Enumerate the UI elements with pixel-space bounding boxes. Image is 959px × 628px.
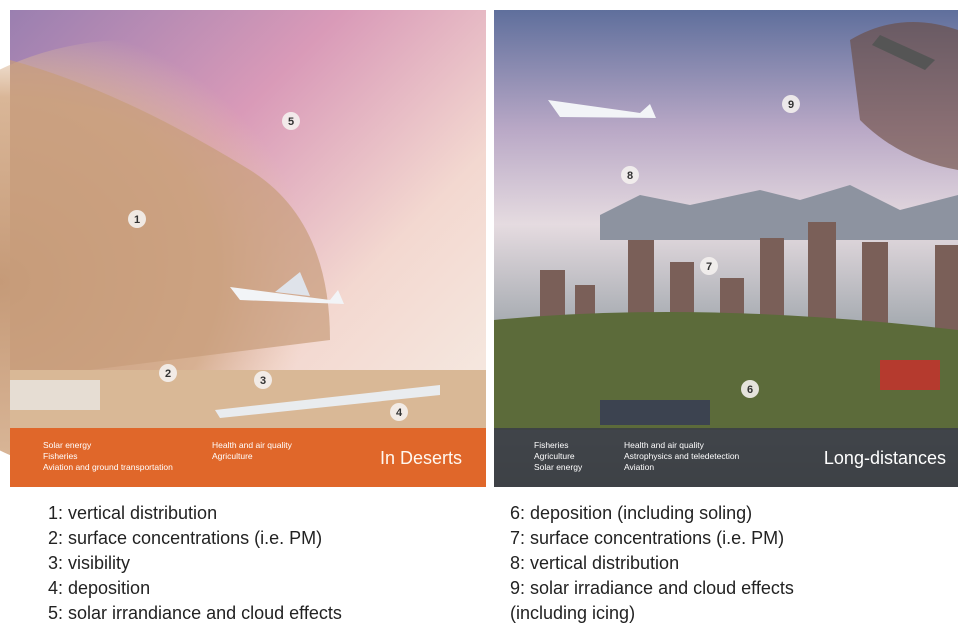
legend-item: (including icing) bbox=[510, 603, 636, 623]
legend-item: 8: vertical distribution bbox=[510, 553, 680, 573]
marker-label: 9 bbox=[788, 99, 794, 111]
sector-label: Aviation bbox=[624, 462, 654, 472]
sector-label: Solar energy bbox=[534, 462, 583, 472]
marker-circle bbox=[159, 364, 177, 382]
desert-panel bbox=[0, 10, 486, 487]
long-distance-panel bbox=[494, 10, 958, 487]
sector-label: Health and air quality bbox=[624, 440, 705, 450]
sector-label: Solar energy bbox=[43, 440, 92, 450]
marker-label: 8 bbox=[627, 170, 633, 182]
sector-label: Fisheries bbox=[43, 451, 77, 461]
legend-item: 9: solar irradiance and cloud effects bbox=[510, 578, 794, 598]
marker-circle bbox=[700, 257, 718, 275]
marker-circle bbox=[621, 166, 639, 184]
marker-label: 2 bbox=[165, 368, 171, 380]
marker-label: 6 bbox=[747, 384, 753, 396]
marker-circle bbox=[782, 95, 800, 113]
sector-label: Aviation and ground transportation bbox=[43, 462, 173, 472]
marker-label: 5 bbox=[288, 116, 294, 128]
legend-item: 3: visibility bbox=[48, 553, 131, 573]
marker-circle bbox=[741, 380, 759, 398]
legend-item: 2: surface concentrations (i.e. PM) bbox=[48, 528, 323, 548]
marker-circle bbox=[128, 210, 146, 228]
sector-label: Health and air quality bbox=[212, 440, 293, 450]
sector-label: Agriculture bbox=[212, 451, 253, 461]
legend-item: 6: deposition (including soling) bbox=[510, 503, 753, 523]
sector-label: Fisheries bbox=[534, 440, 568, 450]
legend-item: 1: vertical distribution bbox=[48, 503, 218, 523]
legend-item: 7: surface concentrations (i.e. PM) bbox=[510, 528, 785, 548]
panel-title: In Deserts bbox=[380, 448, 462, 468]
marker-circle bbox=[254, 371, 272, 389]
sector-label: Agriculture bbox=[534, 451, 575, 461]
marker-label: 1 bbox=[134, 214, 140, 226]
marker-circle bbox=[282, 112, 300, 130]
sector-label: Astrophysics and teledetection bbox=[624, 451, 740, 461]
legend-item: 5: solar irrandiance and cloud effects bbox=[48, 603, 342, 623]
marker-label: 7 bbox=[706, 261, 712, 273]
legend-item: 4: deposition bbox=[48, 578, 151, 598]
panel-title: Long-distances bbox=[824, 448, 946, 468]
marker-circle bbox=[390, 403, 408, 421]
marker-label: 3 bbox=[260, 375, 266, 387]
marker-label: 4 bbox=[396, 407, 403, 419]
